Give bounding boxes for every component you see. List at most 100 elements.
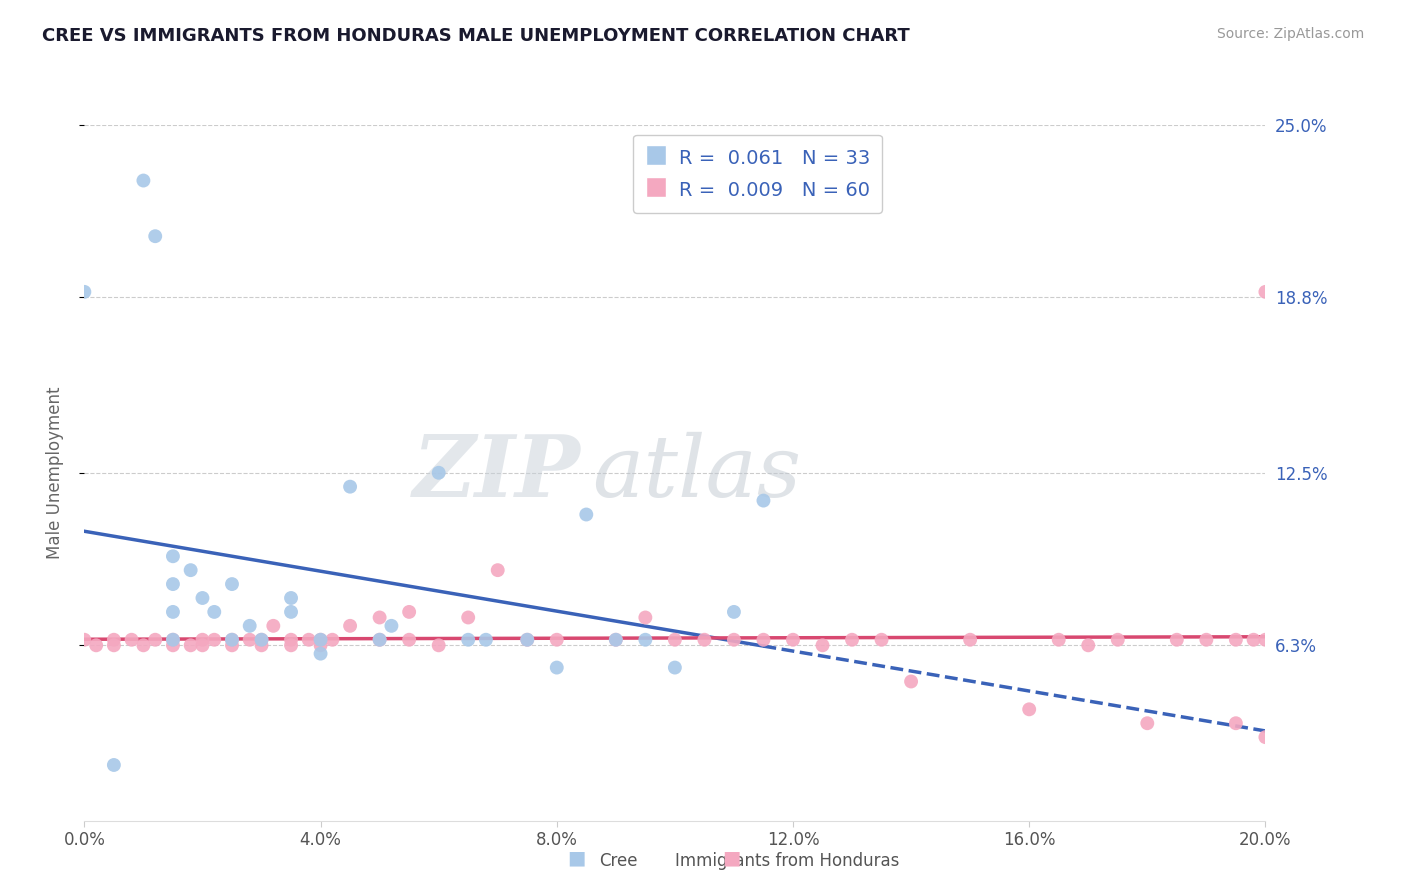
Point <box>457 610 479 624</box>
Point <box>280 638 302 652</box>
Point <box>1225 632 1247 647</box>
Point <box>162 605 184 619</box>
Point <box>73 285 96 299</box>
Point <box>309 632 332 647</box>
Point <box>605 632 627 647</box>
Point <box>339 619 361 633</box>
Text: CREE VS IMMIGRANTS FROM HONDURAS MALE UNEMPLOYMENT CORRELATION CHART: CREE VS IMMIGRANTS FROM HONDURAS MALE UN… <box>42 27 910 45</box>
Point <box>162 549 184 564</box>
Text: ZIP: ZIP <box>412 431 581 515</box>
Point <box>309 638 332 652</box>
Point <box>339 480 361 494</box>
Point <box>221 577 243 591</box>
Point <box>180 563 202 577</box>
Point <box>1107 632 1129 647</box>
Point <box>84 638 107 652</box>
Point <box>250 638 273 652</box>
Point <box>143 632 166 647</box>
Point <box>475 632 498 647</box>
Point <box>723 632 745 647</box>
Point <box>1018 702 1040 716</box>
Point <box>546 632 568 647</box>
Point <box>398 605 420 619</box>
Text: Source: ZipAtlas.com: Source: ZipAtlas.com <box>1216 27 1364 41</box>
Point <box>180 638 202 652</box>
Point <box>280 632 302 647</box>
Text: ■: ■ <box>567 848 586 867</box>
Point <box>321 632 343 647</box>
Point <box>280 591 302 605</box>
Point <box>664 632 686 647</box>
Point <box>516 632 538 647</box>
Point <box>723 605 745 619</box>
Point <box>368 610 391 624</box>
Y-axis label: Male Unemployment: Male Unemployment <box>45 386 63 559</box>
Point <box>191 632 214 647</box>
Point <box>162 632 184 647</box>
Point <box>959 632 981 647</box>
Text: atlas: atlas <box>592 432 801 514</box>
Text: Cree: Cree <box>599 852 638 870</box>
Legend: R =  0.061   N = 33, R =  0.009   N = 60: R = 0.061 N = 33, R = 0.009 N = 60 <box>633 135 883 212</box>
Point <box>1166 632 1188 647</box>
Point <box>162 632 184 647</box>
Point <box>103 638 125 652</box>
Point <box>103 758 125 772</box>
Point <box>121 632 143 647</box>
Point <box>1195 632 1218 647</box>
Point <box>870 632 893 647</box>
Point <box>132 638 155 652</box>
Point <box>162 638 184 652</box>
Point <box>103 632 125 647</box>
Point <box>1225 716 1247 731</box>
Point <box>239 619 262 633</box>
Point <box>1254 285 1277 299</box>
Point <box>239 632 262 647</box>
Point <box>162 577 184 591</box>
Point <box>1254 730 1277 744</box>
Point <box>191 591 214 605</box>
Point <box>1077 638 1099 652</box>
Point <box>221 632 243 647</box>
Point <box>143 229 166 244</box>
Point <box>368 632 391 647</box>
Point <box>1254 632 1277 647</box>
Point <box>900 674 922 689</box>
Point <box>298 632 321 647</box>
Point <box>221 638 243 652</box>
Point <box>841 632 863 647</box>
Point <box>280 605 302 619</box>
Point <box>250 632 273 647</box>
Point <box>634 632 657 647</box>
Point <box>309 632 332 647</box>
Point <box>132 173 155 187</box>
Point <box>73 632 96 647</box>
Point <box>368 632 391 647</box>
Point <box>398 632 420 647</box>
Point <box>752 493 775 508</box>
Point <box>782 632 804 647</box>
Point <box>486 563 509 577</box>
Point <box>1243 632 1265 647</box>
Point <box>202 632 225 647</box>
Point <box>1047 632 1070 647</box>
Point <box>250 632 273 647</box>
Point <box>516 632 538 647</box>
Point <box>575 508 598 522</box>
Point <box>1136 716 1159 731</box>
Point <box>202 605 225 619</box>
Point <box>427 638 450 652</box>
Point <box>634 610 657 624</box>
Point <box>752 632 775 647</box>
Point <box>221 632 243 647</box>
Point <box>309 647 332 661</box>
Point <box>693 632 716 647</box>
Point <box>427 466 450 480</box>
Point <box>546 660 568 674</box>
Point <box>664 660 686 674</box>
Point <box>380 619 402 633</box>
Point <box>262 619 284 633</box>
Point <box>605 632 627 647</box>
Point <box>457 632 479 647</box>
Point <box>811 638 834 652</box>
